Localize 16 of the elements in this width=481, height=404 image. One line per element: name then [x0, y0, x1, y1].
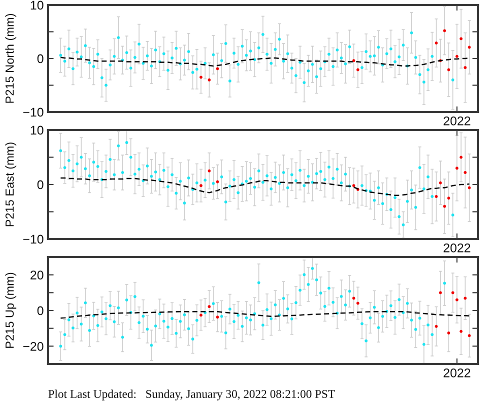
- y-tick-label: −10: [23, 234, 44, 244]
- y-axis-title: P215 Up (mm): [5, 272, 16, 348]
- x-tick-label: 2022: [444, 243, 470, 252]
- x-tick-label: 2022: [444, 116, 470, 126]
- x-tick-label: 2022: [444, 368, 470, 378]
- y-axis-title: P215 East (mm): [5, 142, 16, 226]
- text: Plot Last Updated: Sunday, January 30, 2022 08:21:00 PST: [48, 390, 335, 400]
- y-tick-label: 0: [37, 306, 44, 316]
- y-tick-label: 0: [37, 180, 44, 190]
- y-tick-label: 0: [37, 54, 44, 64]
- y-tick-label: −10: [23, 108, 44, 117]
- y-axis-title: P215 North (mm): [5, 14, 16, 103]
- y-tick-label: −20: [23, 342, 44, 351]
- y-tick-label: 20: [30, 270, 44, 280]
- y-tick-label: 10: [30, 126, 44, 135]
- y-tick-label: 10: [30, 0, 44, 10]
